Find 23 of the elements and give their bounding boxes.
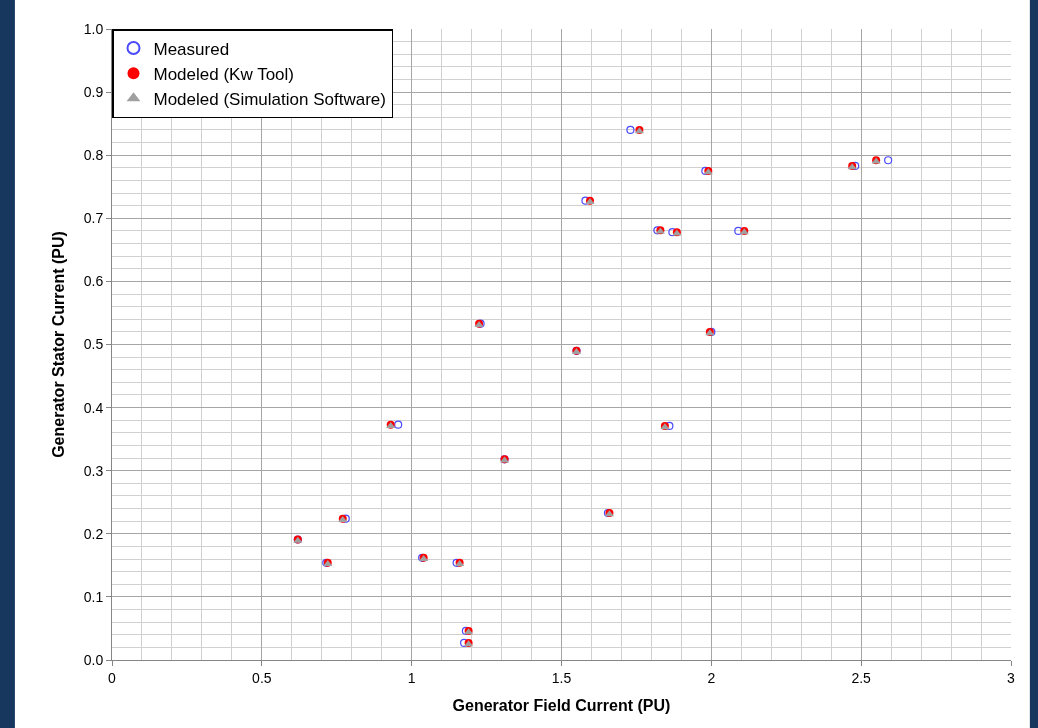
legend-label: Modeled (Simulation Software) [153,89,386,109]
y-tick-label: 0.0 [83,651,104,668]
x-tick-label: 2.5 [851,669,872,686]
y-tick-label: 1.0 [83,20,104,37]
x-axis-title: Generator Field Current (PU) [452,697,671,715]
y-tick-label: 0.4 [83,399,104,416]
y-tick-label: 0.2 [83,525,104,542]
x-tick-label: 0 [108,669,117,686]
x-tick-label: 3 [1007,669,1016,686]
x-tick-label: 1.5 [551,669,572,686]
y-tick-label: 0.8 [83,147,104,164]
y-tick-label: 0.9 [83,84,104,100]
y-tick-label: 0.7 [83,210,104,227]
x-tick-label: 2 [707,669,716,686]
y-axis-title: Generator Stator Current (PU) [49,231,67,458]
y-tick-label: 0.6 [83,273,104,290]
legend-label: Modeled (Kw Tool) [153,64,294,84]
y-tick-label: 0.5 [83,336,104,353]
y-tick-label: 0.1 [83,588,104,605]
legend-label: Measured [153,39,230,59]
x-tick-label: 0.5 [252,669,272,686]
x-tick-label: 1 [407,669,416,686]
y-tick-label: 0.3 [83,462,104,479]
